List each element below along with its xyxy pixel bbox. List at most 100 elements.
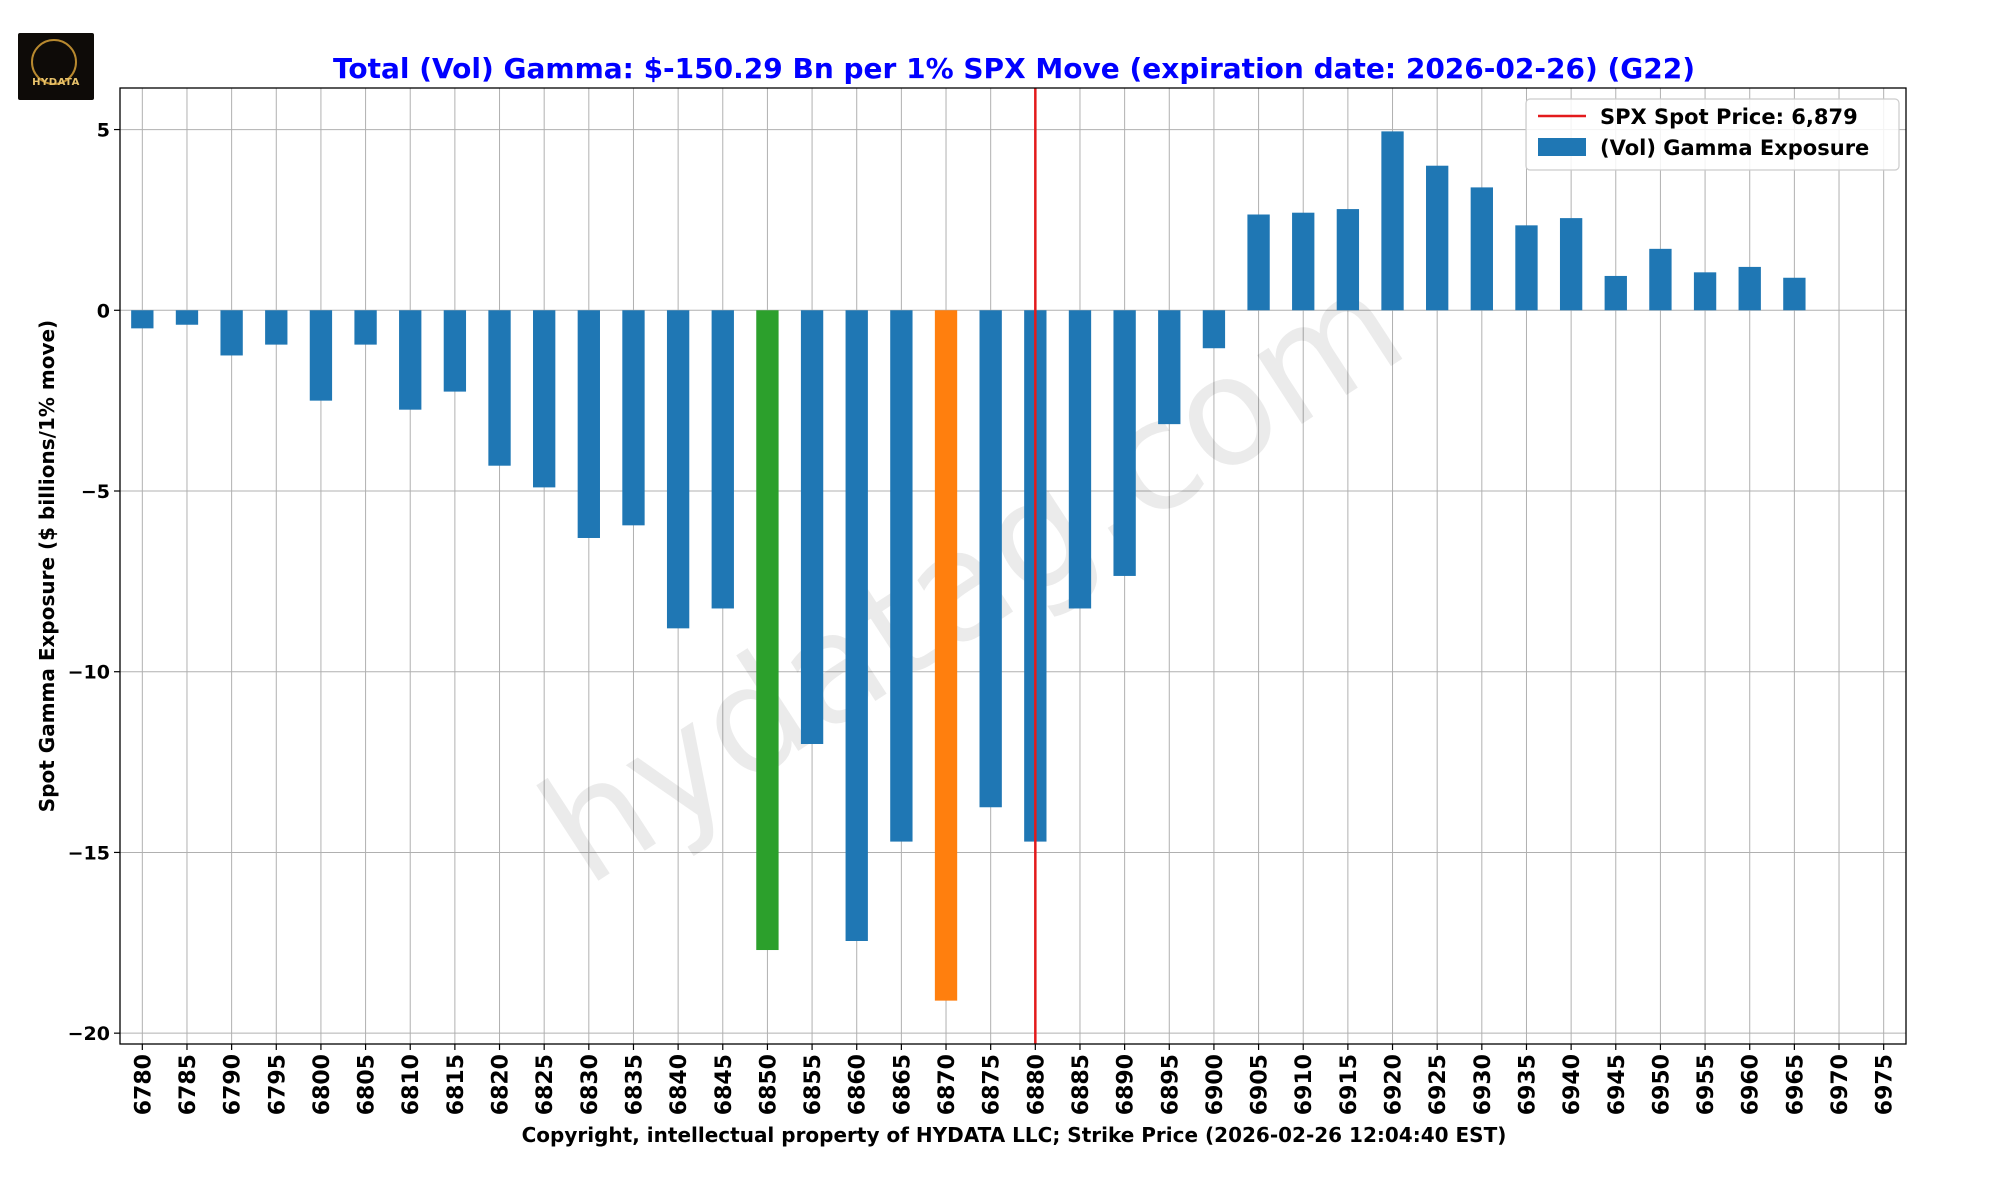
x-tick-label: 6870: [935, 1054, 960, 1115]
x-tick-label: 6970: [1828, 1054, 1853, 1115]
y-axis-label: Spot Gamma Exposure ($ billions/1% move): [35, 320, 59, 812]
bar-6965: [1783, 277, 1806, 311]
x-tick-label: 6805: [355, 1054, 380, 1115]
bar-6870: [934, 310, 958, 1001]
bar-6810: [399, 310, 422, 410]
y-tick-label: −10: [68, 662, 110, 684]
x-tick-label: 6820: [489, 1054, 514, 1115]
x-tick-label: 6910: [1292, 1054, 1317, 1115]
x-tick-label: 6825: [533, 1054, 558, 1115]
x-tick-label: 6785: [176, 1054, 201, 1115]
x-tick-label: 6860: [846, 1054, 871, 1115]
wolf-logo-icon: [31, 39, 77, 85]
x-tick-label: 6850: [756, 1054, 781, 1115]
bar-6905: [1247, 214, 1270, 311]
x-tick-label: 6875: [980, 1054, 1005, 1115]
bar-6930: [1470, 187, 1493, 311]
legend-gamma-label: (Vol) Gamma Exposure: [1600, 136, 1869, 160]
bar-6910: [1292, 212, 1315, 311]
x-tick-label: 6940: [1560, 1054, 1585, 1115]
bar-6945: [1604, 275, 1627, 311]
x-tick-label: 6855: [801, 1054, 826, 1115]
bar-6830: [577, 310, 600, 538]
x-tick-label: 6930: [1471, 1054, 1496, 1115]
x-tick-label: 6945: [1605, 1054, 1630, 1115]
bar-6960: [1738, 266, 1761, 311]
bar-6920: [1381, 131, 1404, 311]
x-tick-label: 6895: [1158, 1054, 1183, 1115]
plot-area-frame: [119, 87, 1907, 1045]
bar-6795: [265, 310, 288, 345]
bar-6860: [845, 310, 868, 941]
x-tick-label: 6880: [1024, 1054, 1049, 1115]
hydata-logo: HYDATA: [18, 33, 94, 100]
chart-title: Total (Vol) Gamma: $-150.29 Bn per 1% SP…: [333, 52, 1695, 85]
x-tick-label: 6965: [1783, 1054, 1808, 1115]
x-tick-label: 6955: [1694, 1054, 1719, 1115]
bars: [131, 131, 1806, 1001]
legend-gamma-bar-swatch: [1538, 138, 1586, 156]
x-tick-label: 6815: [444, 1054, 469, 1115]
logo-text: HYDATA: [32, 77, 80, 88]
x-tick-label: 6925: [1426, 1054, 1451, 1115]
x-tick-label: 6810: [399, 1054, 424, 1115]
watermark: hydatag.com: [512, 236, 1433, 918]
bar-6895: [1158, 310, 1181, 425]
x-tick-label: 6780: [131, 1054, 156, 1115]
bar-6805: [354, 310, 377, 345]
bar-6955: [1693, 272, 1717, 311]
bar-6925: [1426, 165, 1449, 311]
y-tick-label: 0: [97, 300, 110, 322]
y-tick-label: −20: [68, 1023, 110, 1045]
x-tick-label: 6900: [1203, 1054, 1228, 1115]
bar-6900: [1202, 310, 1226, 349]
bar-6885: [1068, 310, 1092, 609]
x-tick-label: 6800: [310, 1054, 335, 1115]
x-tick-label: 6950: [1649, 1054, 1674, 1115]
x-tick-label: 6920: [1382, 1054, 1407, 1115]
bar-6855: [800, 310, 824, 745]
x-tick-label: 6865: [890, 1054, 915, 1115]
bar-6835: [622, 310, 645, 526]
bar-6785: [175, 310, 199, 325]
x-tick-label: 6975: [1873, 1054, 1898, 1115]
bar-6940: [1559, 218, 1583, 311]
bar-6825: [533, 310, 556, 488]
bar-6840: [666, 310, 690, 629]
bar-6780: [131, 310, 154, 329]
x-tick-label: 6795: [265, 1054, 290, 1115]
bar-6875: [979, 310, 1002, 808]
x-tick-label: 6835: [622, 1054, 647, 1115]
x-tick-label: 6915: [1337, 1054, 1362, 1115]
x-tick-label: 6935: [1515, 1054, 1540, 1115]
bar-6790: [220, 310, 243, 356]
bar-6815: [443, 310, 467, 392]
x-tick-label: 6790: [221, 1054, 246, 1115]
x-tick-label: 6845: [712, 1054, 737, 1115]
x-tick-label: 6905: [1248, 1054, 1273, 1115]
x-axis-label: Copyright, intellectual property of HYDA…: [522, 1123, 1507, 1147]
bar-6820: [488, 310, 511, 466]
bar-6950: [1649, 248, 1672, 311]
legend-box: [1525, 98, 1900, 171]
bar-6800: [309, 310, 333, 401]
x-tick-label: 6890: [1114, 1054, 1139, 1115]
bar-6915: [1336, 209, 1360, 311]
y-tick-label: 5: [97, 120, 110, 142]
x-tick-label: 6960: [1739, 1054, 1764, 1115]
legend: SPX Spot Price: 6,879 (Vol) Gamma Exposu…: [1525, 98, 1900, 171]
x-tick-label: 6840: [667, 1054, 692, 1115]
bar-6845: [711, 310, 734, 609]
bar-6890: [1113, 310, 1136, 576]
bar-6850: [756, 310, 779, 951]
bar-6935: [1515, 225, 1538, 311]
y-tick-label: −5: [81, 481, 110, 503]
y-tick-label: −15: [68, 842, 110, 864]
bar-6865: [890, 310, 913, 842]
y-axis-ticks: 5 0 −5 −10 −15 −20: [68, 120, 120, 1045]
x-tick-label: 6830: [578, 1054, 603, 1115]
x-axis-ticks: 6780 6785 6790 6795 6800 6805 6810 6815 6820 6825…: [131, 1044, 1898, 1115]
x-tick-label: 6885: [1069, 1054, 1094, 1115]
legend-spot-label: SPX Spot Price: 6,879: [1600, 105, 1858, 129]
